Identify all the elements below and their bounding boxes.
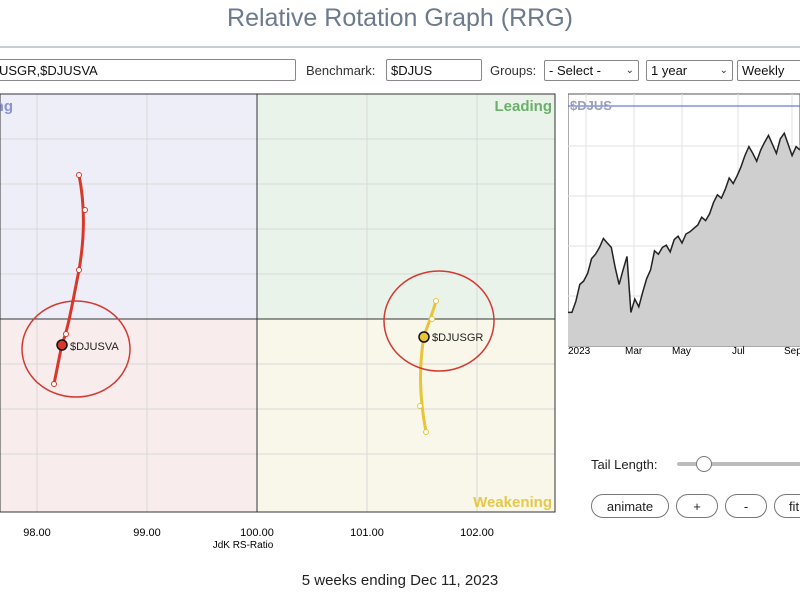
chart-border bbox=[0, 93, 556, 513]
groups-select-value: - Select - bbox=[549, 63, 602, 78]
highlight-circle-djusgr bbox=[383, 270, 495, 372]
quadrant-label-leading: Leading bbox=[494, 98, 552, 115]
chevron-down-icon: ⌄ bbox=[719, 65, 728, 76]
benchmark-price-line bbox=[568, 131, 800, 314]
highlight-circle-djusva bbox=[21, 300, 131, 398]
benchmark-input[interactable] bbox=[386, 59, 482, 81]
x-tick-label: 99.00 bbox=[133, 527, 161, 539]
benchmark-x-tick: 2023 bbox=[568, 346, 591, 357]
quadrant-improving bbox=[0, 94, 257, 319]
fit-button[interactable]: fit bbox=[774, 494, 800, 518]
quadrant-leading bbox=[257, 94, 555, 319]
tail-length-label: Tail Length: bbox=[591, 457, 658, 472]
zoom-out-button[interactable]: - bbox=[725, 494, 767, 518]
quadrant-lagging bbox=[0, 319, 257, 512]
tail-length-slider-track[interactable] bbox=[677, 462, 800, 466]
benchmark-symbol-label: $DJUS bbox=[570, 98, 612, 113]
benchmark-label: Benchmark: bbox=[306, 63, 376, 78]
quadrant-label-weakening: Weakening bbox=[473, 494, 552, 511]
benchmark-x-tick: May bbox=[672, 346, 691, 357]
title-divider bbox=[0, 46, 800, 48]
x-tick-label: 98.00 bbox=[23, 527, 51, 539]
rrg-chart[interactable]: Improving Leading Weakening $DJUSVA $DJU… bbox=[0, 90, 560, 550]
benchmark-x-tick: Sep bbox=[784, 346, 800, 357]
tail-length-slider-handle[interactable] bbox=[696, 456, 712, 472]
series-label-djusva: $DJUSVA bbox=[70, 341, 119, 353]
x-tick-label: 101.00 bbox=[350, 527, 384, 539]
animate-button[interactable]: animate bbox=[591, 494, 669, 518]
x-axis-label: JdK RS-Ratio bbox=[213, 540, 274, 550]
frequency-select[interactable]: Weekly bbox=[737, 60, 800, 81]
benchmark-x-tick: Jul bbox=[732, 346, 745, 357]
series-label-djusgr: $DJUSGR bbox=[432, 332, 483, 344]
symbols-input[interactable] bbox=[0, 59, 296, 81]
benchmark-x-tick: Mar bbox=[625, 346, 643, 357]
period-select[interactable]: 1 year ⌄ bbox=[646, 60, 733, 81]
tail-djusgr-points bbox=[417, 298, 439, 435]
zoom-in-button[interactable]: + bbox=[676, 494, 718, 518]
series-head-djusva[interactable] bbox=[56, 339, 68, 351]
groups-label: Groups: bbox=[490, 63, 537, 78]
frequency-select-value: Weekly bbox=[742, 63, 785, 78]
grid-lines bbox=[0, 94, 555, 512]
chevron-down-icon: ⌄ bbox=[625, 65, 634, 76]
page-title: Relative Rotation Graph (RRG) bbox=[227, 4, 573, 32]
period-select-value: 1 year bbox=[651, 63, 688, 78]
tail-djusva-points bbox=[51, 172, 88, 387]
quadrant-label-improving: Improving bbox=[0, 98, 13, 115]
x-tick-label: 100.00 bbox=[240, 527, 274, 539]
period-summary: 5 weeks ending Dec 11, 2023 bbox=[301, 572, 499, 589]
benchmark-chart[interactable]: $DJUS 2023 Mar May Jul Sep bbox=[568, 92, 800, 362]
x-tick-label: 102.00 bbox=[460, 527, 494, 539]
groups-select[interactable]: - Select - ⌄ bbox=[544, 60, 639, 81]
quadrant-weakening bbox=[257, 319, 555, 512]
series-head-djusgr[interactable] bbox=[418, 331, 430, 343]
